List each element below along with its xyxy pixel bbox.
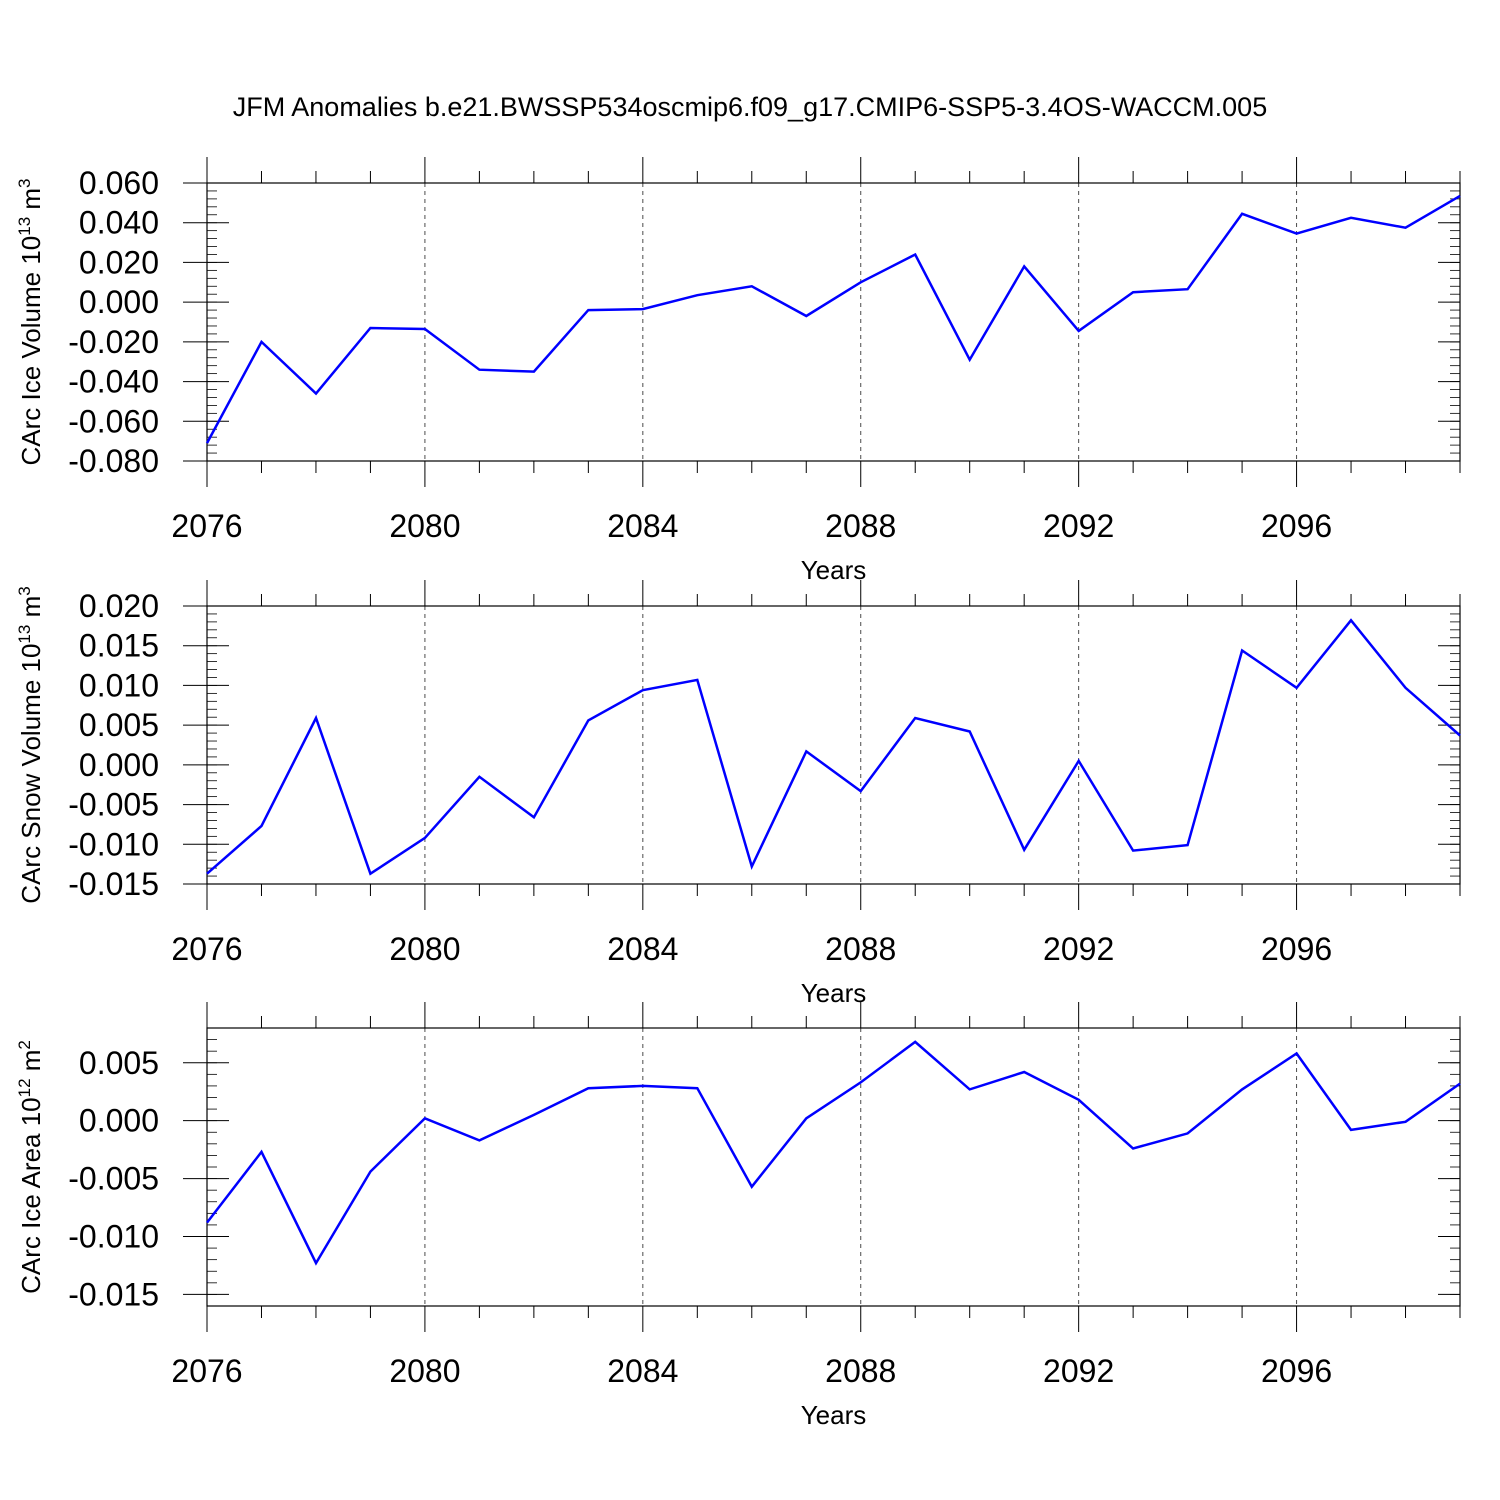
x-tick-label: 2080 [389, 508, 460, 544]
y-tick-label: 0.005 [79, 1045, 159, 1081]
x-tick-label: 2076 [171, 508, 242, 544]
y-tick-label: 0.000 [79, 284, 159, 320]
y-tick-label: -0.010 [68, 1219, 159, 1255]
x-tick-label: 2096 [1261, 508, 1332, 544]
x-tick-label: 2076 [171, 1353, 242, 1389]
chart-panel-2: 2076 2080 2084 2088 2092 2096 -0.015 -0.010-0.0… [15, 580, 1461, 1008]
y-tick-label: -0.005 [68, 787, 159, 823]
x-tick-label: 2092 [1043, 1353, 1114, 1389]
y-tick-label: 0.005 [79, 707, 159, 743]
y-tick-label: 0.020 [79, 244, 159, 280]
y-tick-label: -0.010 [68, 826, 159, 862]
x-tick-label: 2076 [171, 931, 242, 967]
plot-frame [206, 182, 1461, 462]
series-line [206, 1040, 1461, 1266]
x-axis-label: Years [801, 555, 867, 585]
x-tick-label: 2084 [607, 508, 678, 544]
y-tick-label: -0.040 [68, 364, 159, 400]
y-tick-label: 0.015 [79, 628, 159, 664]
x-axis-label: Years [801, 978, 867, 1008]
y-tick-label: -0.060 [68, 403, 159, 439]
x-tick-label: 2084 [607, 931, 678, 967]
y-axis-label: CArc Snow Volume 1013 m3 [15, 586, 46, 903]
series-line [206, 618, 1461, 876]
x-tick-label: 2092 [1043, 508, 1114, 544]
y-tick-label: -0.080 [68, 443, 159, 479]
x-tick-label: 2088 [825, 508, 896, 544]
x-tick-label: 2096 [1261, 1353, 1332, 1389]
y-tick-label: -0.015 [68, 866, 159, 902]
y-tick-label: -0.015 [68, 1276, 159, 1312]
y-tick-label: 0.010 [79, 667, 159, 703]
x-tick-label: 2080 [389, 1353, 460, 1389]
y-tick-label: 0.040 [79, 205, 159, 241]
x-axis-label: Years [801, 1400, 867, 1430]
x-tick-label: 2088 [825, 1353, 896, 1389]
x-tick-label: 2088 [825, 931, 896, 967]
series-line [205, 194, 1461, 444]
y-tick-label: 0.000 [79, 747, 159, 783]
y-tick-label: 0.020 [79, 588, 159, 624]
page-title: JFM Anomalies b.e21.BWSSP534oscmip6.f09_… [232, 92, 1268, 122]
x-tick-label: 2080 [389, 931, 460, 967]
y-axis-label: CArc Ice Volume 1013 m3 [15, 178, 46, 465]
y-tick-label: 0.060 [79, 165, 159, 201]
y-tick-label: -0.020 [68, 324, 159, 360]
y-axis-label: CArc Ice Area 1012 m2 [15, 1040, 46, 1294]
y-tick-label: 0.000 [79, 1103, 159, 1139]
x-tick-label: 2084 [607, 1353, 678, 1389]
chart-panel-3: 2076 2080 2084 2088 2092 2096 -0.015 -0.010 -0.0… [15, 1002, 1461, 1430]
y-tick-label: -0.005 [68, 1161, 159, 1197]
chart-panel-1: 2076 2080 2084 2088 2092 2096-0.080-0.060-0.0… [15, 157, 1461, 585]
x-tick-label: 2096 [1261, 931, 1332, 967]
plot-frame [206, 605, 1461, 885]
x-tick-label: 2092 [1043, 931, 1114, 967]
